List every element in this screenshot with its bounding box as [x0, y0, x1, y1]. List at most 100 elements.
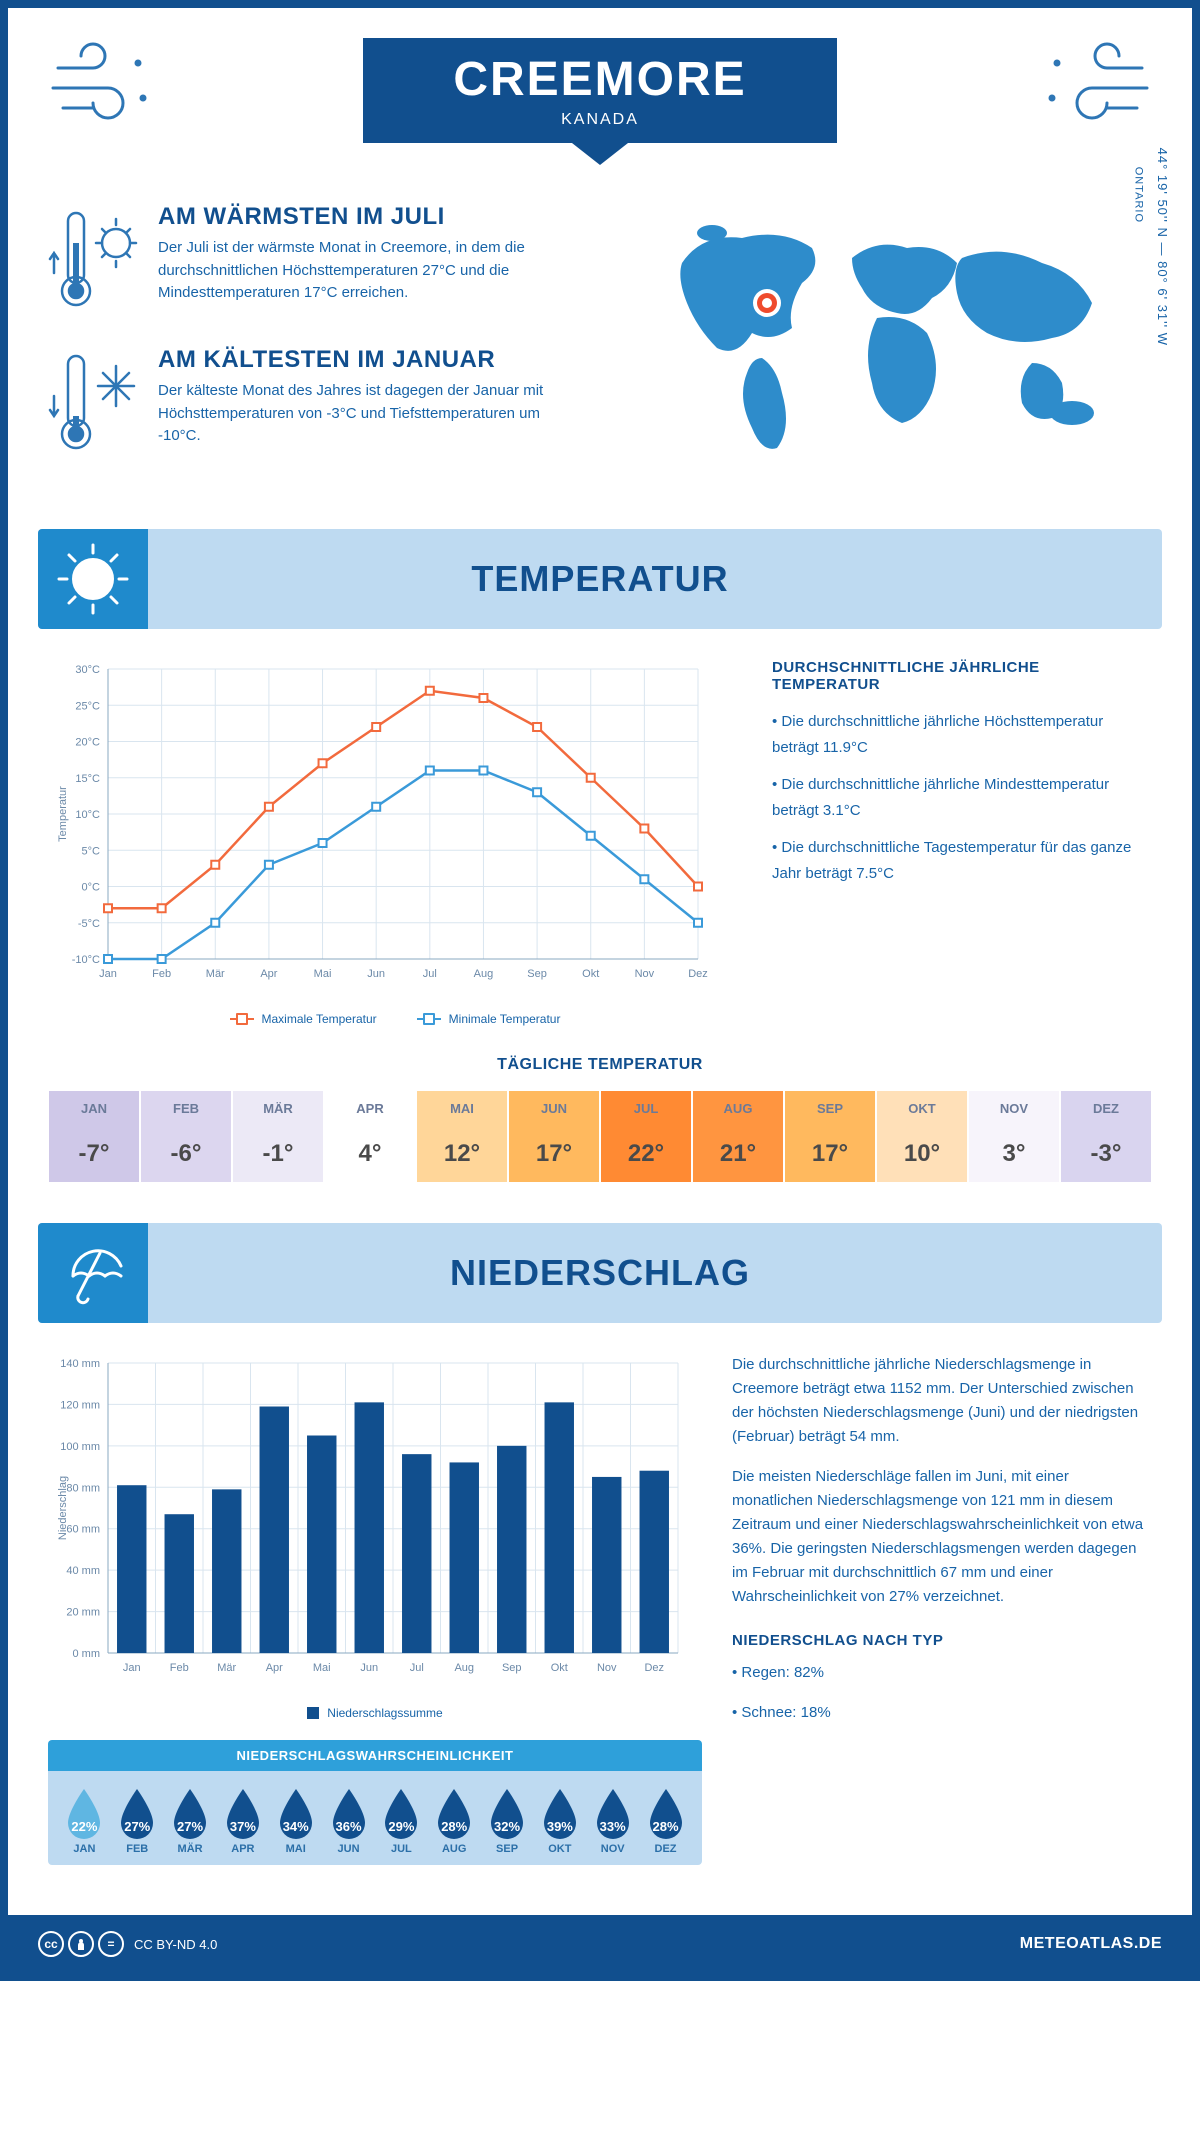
daily-month: MAI: [417, 1091, 507, 1126]
svg-text:Sep: Sep: [527, 968, 547, 980]
daily-cell: MÄR-1°: [232, 1090, 324, 1183]
precipitation-drop: 27%FEB: [111, 1787, 164, 1855]
license: cc = CC BY-ND 4.0: [38, 1931, 217, 1957]
daily-month: MÄR: [233, 1091, 323, 1126]
precipitation-bar-chart: 0 mm20 mm40 mm60 mm80 mm100 mm120 mm140 …: [48, 1353, 688, 1693]
daily-month: APR: [325, 1091, 415, 1126]
daily-cell: FEB-6°: [140, 1090, 232, 1183]
svg-text:Aug: Aug: [474, 968, 494, 980]
svg-text:Apr: Apr: [260, 968, 277, 980]
daily-cell: MAI12°: [416, 1090, 508, 1183]
daily-value: 3°: [969, 1126, 1059, 1182]
precipitation-drop: 34%MAI: [269, 1787, 322, 1855]
drops-title: NIEDERSCHLAGSWAHRSCHEINLICHKEIT: [48, 1740, 702, 1771]
thermometer-hot-icon: [48, 203, 158, 318]
svg-text:140 mm: 140 mm: [60, 1358, 100, 1370]
svg-text:120 mm: 120 mm: [60, 1399, 100, 1411]
coldest-text: Der kälteste Monat des Jahres ist dagege…: [158, 380, 558, 448]
wind-icon: [48, 38, 168, 128]
license-text: CC BY-ND 4.0: [134, 1937, 217, 1952]
svg-text:Apr: Apr: [266, 1662, 283, 1674]
section-title: TEMPERATUR: [471, 558, 728, 600]
svg-text:0°C: 0°C: [82, 882, 101, 894]
svg-text:Niederschlag: Niederschlag: [57, 1476, 69, 1540]
precipitation-drop: 37%APR: [216, 1787, 269, 1855]
svg-text:Jun: Jun: [360, 1662, 378, 1674]
svg-text:Mai: Mai: [314, 968, 332, 980]
wind-icon: [1032, 38, 1152, 128]
precipitation-drop: 32%SEP: [481, 1787, 534, 1855]
chart-legend: Niederschlagssumme: [307, 1706, 442, 1720]
chart-legend: Maximale Temperatur Minimale Temperatur: [48, 1012, 742, 1026]
daily-month: FEB: [141, 1091, 231, 1126]
temperature-line-chart: -10°C-5°C0°C5°C10°C15°C20°C25°C30°CJanFe…: [48, 659, 742, 1026]
daily-value: -7°: [49, 1126, 139, 1182]
climate-summary-row: AM WÄRMSTEN IM JULI Der Juli ist der wär…: [8, 203, 1192, 519]
coldest-title: AM KÄLTESTEN IM JANUAR: [158, 346, 558, 374]
warmest-text: Der Juli ist der wärmste Monat in Creemo…: [158, 237, 558, 305]
svg-text:Sep: Sep: [502, 1662, 522, 1674]
daily-value: 17°: [509, 1126, 599, 1182]
daily-month: OKT: [877, 1091, 967, 1126]
svg-text:Feb: Feb: [152, 968, 171, 980]
daily-value: 10°: [877, 1126, 967, 1182]
daily-cell: APR4°: [324, 1090, 416, 1183]
daily-month: SEP: [785, 1091, 875, 1126]
section-title: NIEDERSCHLAG: [450, 1252, 750, 1294]
daily-cell: AUG21°: [692, 1090, 784, 1183]
daily-value: -6°: [141, 1126, 231, 1182]
daily-month: AUG: [693, 1091, 783, 1126]
svg-text:Mär: Mär: [217, 1662, 236, 1674]
section-header-temperature: TEMPERATUR: [38, 529, 1162, 629]
title-banner: CREEMORE KANADA: [363, 38, 836, 143]
svg-text:Jul: Jul: [423, 968, 437, 980]
svg-text:Okt: Okt: [582, 968, 599, 980]
daily-month: DEZ: [1061, 1091, 1151, 1126]
daily-value: 21°: [693, 1126, 783, 1182]
temp-summary-title: DURCHSCHNITTLICHE JÄHRLICHE TEMPERATUR: [772, 659, 1152, 693]
precipitation-drop: 29%JUL: [375, 1787, 428, 1855]
temp-bullet: • Die durchschnittliche jährliche Mindes…: [772, 772, 1152, 823]
legend-max: Maximale Temperatur: [262, 1012, 377, 1026]
thermometer-cold-icon: [48, 346, 158, 461]
precipitation-drop: 39%OKT: [533, 1787, 586, 1855]
warmest-title: AM WÄRMSTEN IM JULI: [158, 203, 558, 231]
daily-value: -1°: [233, 1126, 323, 1182]
precipitation-drop: 36%JUN: [322, 1787, 375, 1855]
country-name: KANADA: [453, 111, 746, 129]
daily-value: -3°: [1061, 1126, 1151, 1182]
precipitation-drop: 28%AUG: [428, 1787, 481, 1855]
svg-text:Okt: Okt: [551, 1662, 568, 1674]
precip-type-title: NIEDERSCHLAG NACH TYP: [732, 1629, 1152, 1653]
daily-cell: SEP17°: [784, 1090, 876, 1183]
temp-bullet: • Die durchschnittliche jährliche Höchst…: [772, 709, 1152, 760]
nd-icon: =: [98, 1931, 124, 1957]
precip-type-snow: • Schnee: 18%: [732, 1701, 1152, 1725]
daily-temp-table: JAN-7°FEB-6°MÄR-1°APR4°MAI12°JUN17°JUL22…: [48, 1090, 1152, 1183]
svg-text:40 mm: 40 mm: [66, 1565, 100, 1577]
svg-text:Mai: Mai: [313, 1662, 331, 1674]
svg-text:Dez: Dez: [644, 1662, 664, 1674]
precipitation-summary: Die durchschnittliche jährliche Niedersc…: [732, 1353, 1152, 1865]
precip-paragraph: Die durchschnittliche jährliche Niedersc…: [732, 1353, 1152, 1449]
daily-month: JUL: [601, 1091, 691, 1126]
svg-text:Dez: Dez: [688, 968, 708, 980]
legend-min: Minimale Temperatur: [449, 1012, 561, 1026]
svg-text:10°C: 10°C: [75, 809, 100, 821]
daily-value: 17°: [785, 1126, 875, 1182]
daily-cell: JAN-7°: [48, 1090, 140, 1183]
precipitation-drop: 28%DEZ: [639, 1787, 692, 1855]
temp-bullet: • Die durchschnittliche Tagestemperatur …: [772, 835, 1152, 886]
svg-text:25°C: 25°C: [75, 700, 100, 712]
daily-cell: JUN17°: [508, 1090, 600, 1183]
cc-icon: cc: [38, 1931, 64, 1957]
daily-cell: OKT10°: [876, 1090, 968, 1183]
svg-text:60 mm: 60 mm: [66, 1524, 100, 1536]
svg-text:Jan: Jan: [123, 1662, 141, 1674]
daily-cell: JUL22°: [600, 1090, 692, 1183]
svg-text:80 mm: 80 mm: [66, 1482, 100, 1494]
precipitation-drop: 33%NOV: [586, 1787, 639, 1855]
precip-paragraph: Die meisten Niederschläge fallen im Juni…: [732, 1465, 1152, 1609]
svg-text:Jan: Jan: [99, 968, 117, 980]
footer: cc = CC BY-ND 4.0 METEOATLAS.DE: [8, 1915, 1192, 1973]
